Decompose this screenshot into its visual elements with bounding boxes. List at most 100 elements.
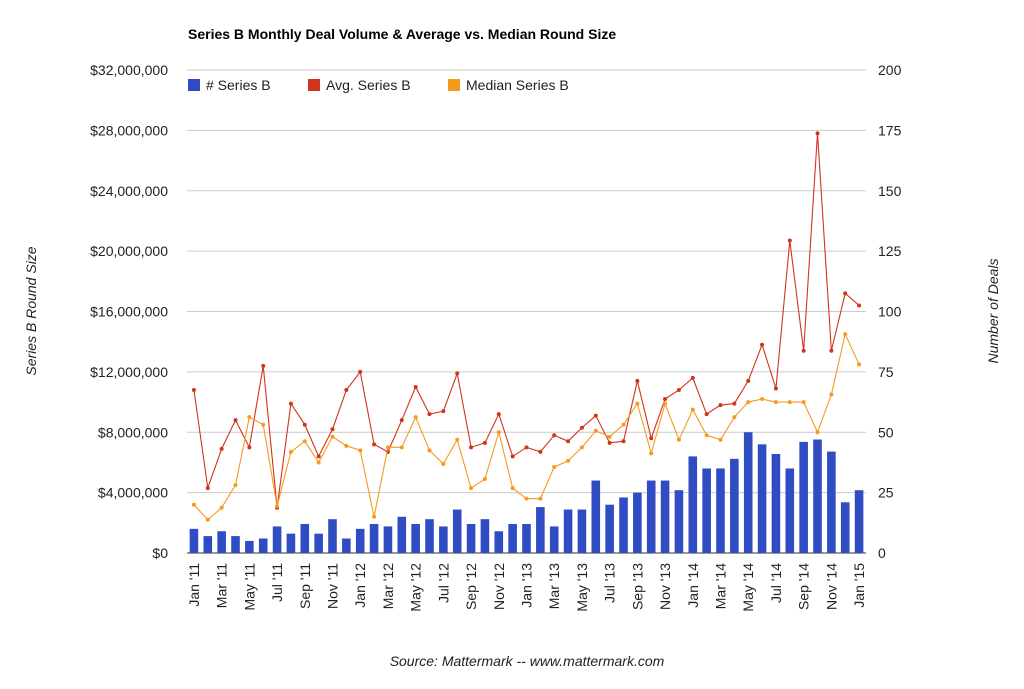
legend-swatch-deals [188, 79, 200, 91]
median-point [344, 443, 349, 448]
avg-point [704, 412, 709, 417]
median-point [690, 407, 695, 412]
bar [827, 451, 836, 553]
bar [716, 468, 725, 553]
bar [605, 504, 614, 553]
bar [757, 444, 767, 553]
median-point [469, 486, 474, 491]
median-point [372, 514, 377, 519]
median-point [843, 332, 848, 337]
x-tick-label: Jan '13 [519, 563, 535, 608]
chart-title: Series B Monthly Deal Volume & Average v… [188, 26, 616, 42]
bar [272, 526, 282, 553]
median-point [524, 496, 529, 501]
line-series-median [191, 332, 862, 522]
y-tick-label-left: $20,000,000 [90, 243, 168, 259]
avg-point [621, 439, 626, 444]
avg-point [469, 445, 474, 450]
bar [771, 453, 781, 553]
median-point [330, 434, 335, 439]
avg-point [261, 363, 266, 368]
x-tick-label: May '14 [740, 563, 756, 612]
bar [355, 528, 365, 553]
bar [258, 538, 268, 553]
bar [425, 519, 434, 553]
avg-point [746, 378, 751, 383]
x-tick-label: Jan '15 [851, 563, 867, 608]
bar [480, 519, 490, 553]
median-point [441, 461, 446, 466]
avg-point [496, 412, 501, 417]
avg-point [538, 449, 543, 454]
median-point [482, 477, 487, 482]
bar [217, 531, 226, 553]
median-point [427, 448, 432, 453]
bar [633, 492, 642, 553]
x-tick-label: Sep '11 [297, 563, 313, 609]
y-tick-label-right: 0 [878, 545, 886, 561]
x-tick-label: Nov '12 [491, 563, 507, 610]
median-point [676, 437, 681, 442]
avg-point [579, 425, 584, 430]
x-tick-label: Sep '13 [629, 563, 645, 610]
x-tick-label: Sep '14 [796, 563, 812, 610]
avg-point [857, 303, 862, 308]
avg-point [690, 375, 695, 380]
avg-point [524, 445, 529, 450]
median-point [760, 397, 765, 402]
avg-point [358, 369, 363, 374]
bar [369, 524, 379, 553]
avg-point [316, 454, 321, 459]
median-point [566, 458, 571, 463]
bar [674, 490, 684, 553]
bar [619, 497, 628, 553]
median-point [801, 400, 806, 405]
y-tick-label-left: $16,000,000 [90, 304, 168, 320]
bar-series-deals [189, 432, 864, 553]
x-tick-label: May '13 [574, 563, 590, 612]
avg-point [801, 348, 806, 353]
x-tick-label: Sep '12 [463, 563, 479, 610]
median-point [593, 428, 598, 433]
median-point [496, 430, 501, 435]
median-point [579, 445, 584, 450]
bar [563, 509, 573, 553]
legend-swatch-avg [308, 79, 320, 91]
bar [536, 507, 545, 553]
avg-point [288, 401, 293, 406]
bar [591, 480, 601, 553]
avg-point [482, 440, 487, 445]
median-point [233, 483, 238, 488]
median-point [261, 422, 266, 427]
median-point [815, 430, 820, 435]
median-point [302, 439, 307, 444]
median-point [663, 401, 668, 406]
x-tick-label: May '11 [241, 563, 257, 611]
median-point [787, 400, 792, 405]
avg-point [649, 436, 654, 441]
avg-point [510, 454, 515, 459]
y-tick-label-left: $8,000,000 [98, 424, 168, 440]
avg-point [455, 371, 460, 376]
median-point [746, 400, 751, 405]
bar [245, 540, 254, 553]
avg-point [427, 412, 432, 417]
y-tick-label-left: $24,000,000 [90, 183, 168, 199]
y-tick-label-left: $4,000,000 [98, 485, 168, 501]
bar [466, 524, 476, 553]
bar [646, 480, 656, 553]
x-tick-label: Jul '14 [768, 563, 784, 603]
bar [494, 531, 504, 553]
y-tick-label-left: $12,000,000 [90, 364, 168, 380]
median-point [552, 464, 557, 469]
bar [342, 538, 351, 553]
legend-label-avg: Avg. Series B [326, 77, 411, 93]
bar [577, 509, 587, 553]
bar [730, 458, 739, 553]
median-point [288, 449, 293, 454]
median-point [358, 448, 363, 453]
avg-point [607, 440, 612, 445]
median-point [773, 400, 778, 405]
median-point [732, 415, 737, 420]
median-point [510, 486, 515, 491]
